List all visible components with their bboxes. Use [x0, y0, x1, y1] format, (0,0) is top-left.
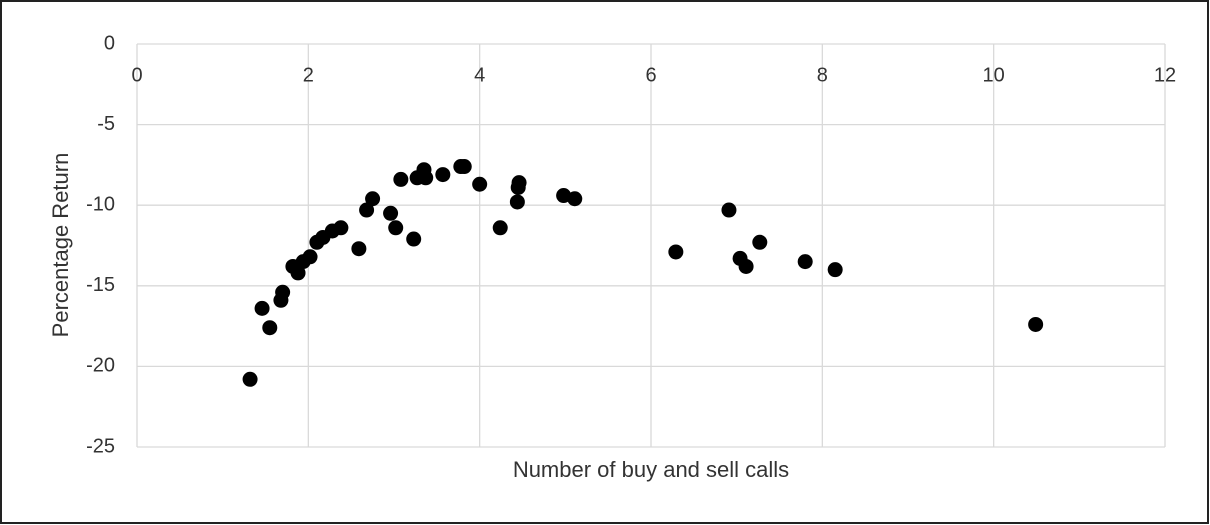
- y-axis-title: Percentage Return: [48, 153, 73, 338]
- point: [290, 265, 306, 281]
- point: [388, 220, 404, 236]
- point: [333, 220, 349, 236]
- point: [359, 202, 375, 218]
- point: [511, 175, 527, 191]
- point: [302, 249, 318, 265]
- y-tick-label: -15: [86, 274, 115, 296]
- point: [492, 220, 508, 236]
- point: [567, 191, 583, 207]
- point: [827, 262, 843, 278]
- y-tick-label: -20: [86, 355, 115, 377]
- point: [351, 241, 367, 257]
- point: [393, 171, 409, 187]
- point: [383, 205, 399, 221]
- point: [668, 244, 684, 260]
- y-tick-label: -5: [97, 113, 115, 135]
- point: [418, 170, 434, 186]
- point: [797, 254, 813, 270]
- point: [254, 300, 270, 316]
- point: [752, 234, 768, 250]
- point: [738, 258, 754, 274]
- point: [435, 167, 451, 183]
- point: [365, 191, 381, 207]
- x-tick-label: 2: [303, 64, 314, 86]
- y-tick-label: -10: [86, 193, 115, 215]
- x-tick-label: 10: [983, 64, 1005, 86]
- point: [275, 284, 291, 300]
- point: [509, 194, 525, 210]
- x-tick-label: 12: [1154, 64, 1176, 86]
- point: [242, 371, 258, 387]
- x-tick-label: 0: [131, 64, 142, 86]
- point: [262, 320, 278, 336]
- x-tick-label: 6: [645, 64, 656, 86]
- point: [456, 159, 472, 175]
- point: [406, 231, 422, 247]
- y-tick-label: 0: [104, 32, 115, 54]
- y-tick-label: -25: [86, 435, 115, 457]
- x-axis-title: Number of buy and sell calls: [513, 457, 789, 482]
- x-tick-label: 4: [474, 64, 485, 86]
- point: [472, 176, 488, 192]
- point: [721, 202, 737, 218]
- x-tick-label: 8: [817, 64, 828, 86]
- point: [1028, 316, 1044, 332]
